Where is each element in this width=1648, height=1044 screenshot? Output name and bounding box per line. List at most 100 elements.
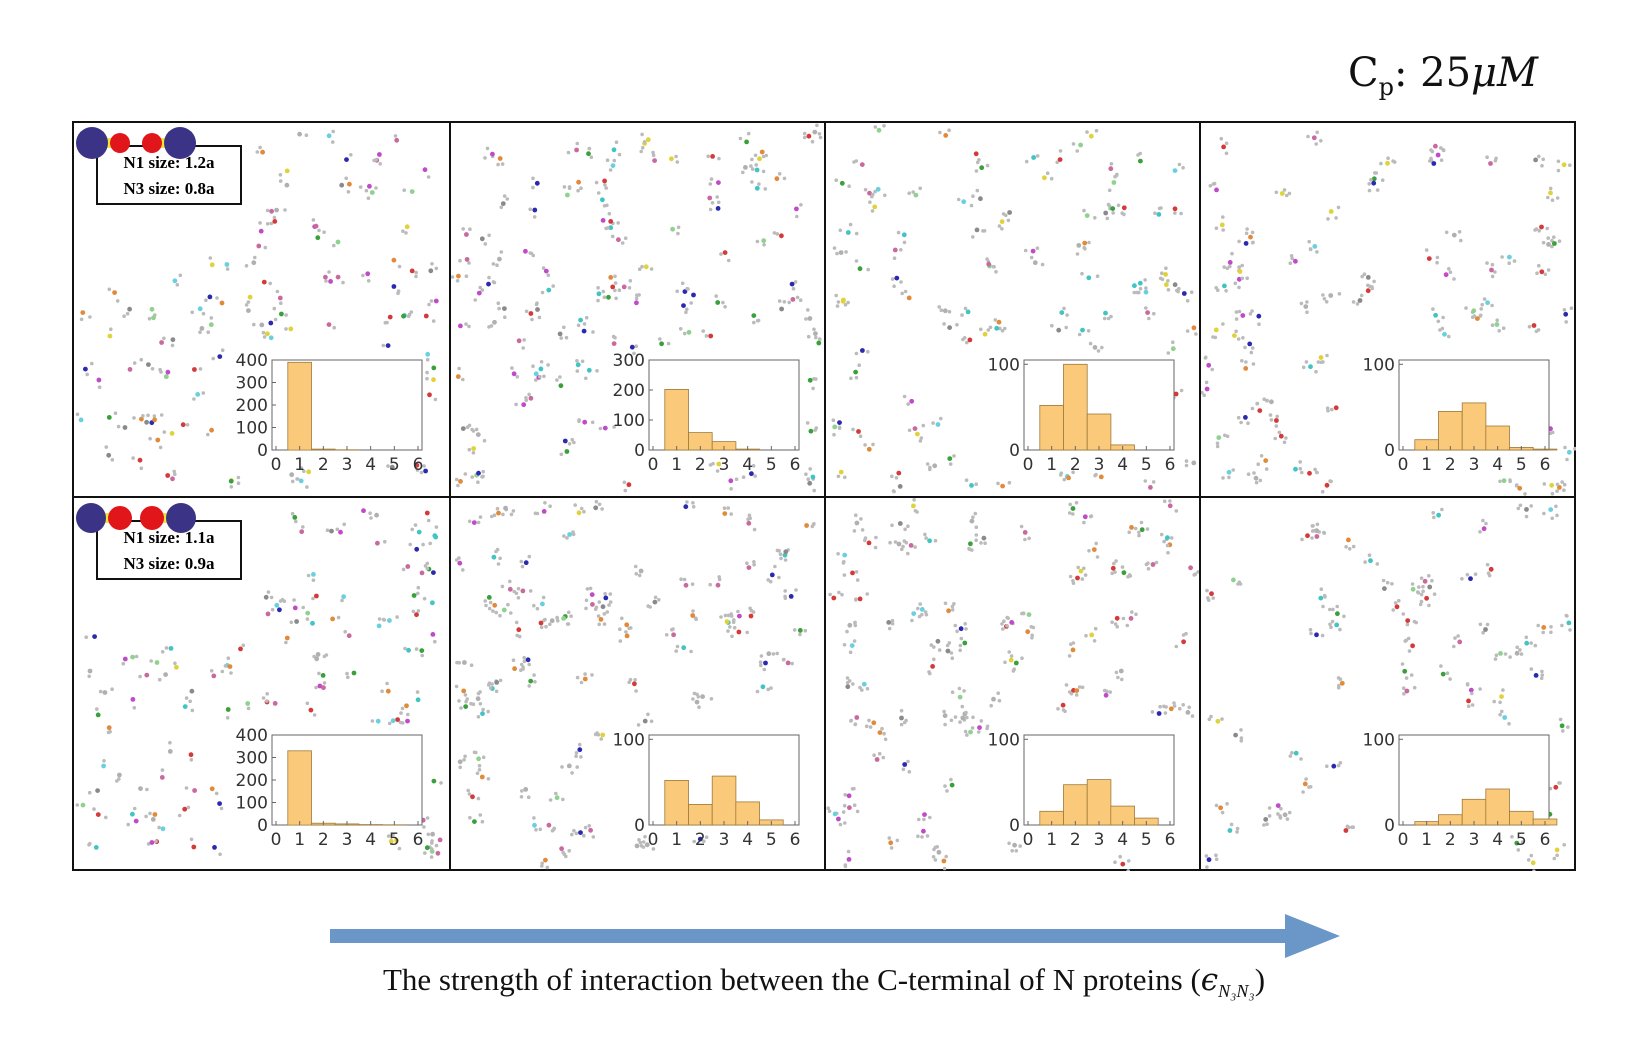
histogram-bar-1 xyxy=(287,361,312,451)
x-tick-label: 5 xyxy=(766,830,777,850)
histogram-bar-2 xyxy=(1063,784,1088,826)
simulation-panel-r2-c2: 0 100 0 1 2 3 4 5 6 xyxy=(449,496,824,870)
x-tick-label: 2 xyxy=(1445,455,1456,475)
y-tick-label: 100 xyxy=(613,411,645,431)
x-tick-label: 6 xyxy=(1165,455,1176,475)
histogram-bar-1 xyxy=(1039,404,1064,451)
arrow-shaft xyxy=(330,929,1290,943)
x-tick-label: 6 xyxy=(413,830,424,850)
x-tick-label: 2 xyxy=(318,455,329,475)
x-tick-label: 4 xyxy=(365,830,376,850)
x-tick-label: 5 xyxy=(1516,455,1527,475)
x-tick-label: 2 xyxy=(318,830,329,850)
x-tick-label: 6 xyxy=(413,455,424,475)
particle-cloud xyxy=(451,123,826,493)
x-tick-label: 3 xyxy=(342,455,353,475)
x-tick-label: 6 xyxy=(1540,455,1551,475)
x-tick-label: 5 xyxy=(1141,830,1152,850)
x-tick-label: 0 xyxy=(1023,455,1034,475)
x-tick-label: 0 xyxy=(271,830,282,850)
size-legend-box: N1 size: 1.1a N3 size: 0.9a xyxy=(96,520,242,580)
particle-cloud xyxy=(826,498,1200,871)
x-tick-label: 3 xyxy=(1469,830,1480,850)
x-tick-label: 5 xyxy=(766,455,777,475)
x-tick-label: 2 xyxy=(1070,830,1081,850)
y-tick-label: 0 xyxy=(1009,441,1020,461)
x-tick-label: 2 xyxy=(695,455,706,475)
histogram-bar-4 xyxy=(1485,788,1510,826)
y-tick-label: 100 xyxy=(988,730,1020,750)
protein-dimer-model xyxy=(76,503,196,533)
x-tick-label: 6 xyxy=(790,455,801,475)
y-tick-label: 0 xyxy=(634,441,645,461)
y-tick-label: 300 xyxy=(613,351,645,371)
y-tick-label: 0 xyxy=(1384,441,1395,461)
particle-cloud xyxy=(454,499,816,870)
x-tick-label: 0 xyxy=(648,830,659,850)
y-tick-label: 0 xyxy=(257,441,268,461)
histogram-bar-3 xyxy=(1086,413,1112,451)
x-tick-label: 2 xyxy=(695,830,706,850)
y-tick-label: 200 xyxy=(236,771,268,791)
simulation-panel-r2-c1: 0 100 200 300 400 0 1 2 3 4 5 6 N1 size: 1.1a N3 size… xyxy=(74,496,449,869)
x-tick-label: 4 xyxy=(1492,830,1503,850)
x-tick-label: 4 xyxy=(742,830,753,850)
x-tick-label: 4 xyxy=(1117,455,1128,475)
histogram-bar-2 xyxy=(1063,363,1088,451)
concentration-title: Cp: 25μM xyxy=(1347,50,1538,101)
x-tick-label: 5 xyxy=(1516,830,1527,850)
y-tick-label: 300 xyxy=(236,749,268,769)
simulation-panel-r1-c2: 0 100 200 300 0 1 2 3 4 5 6 xyxy=(449,123,826,496)
n3-size-label: N3 size: 0.9a xyxy=(123,554,215,573)
x-tick-label: 0 xyxy=(1398,455,1409,475)
x-tick-label: 2 xyxy=(1445,830,1456,850)
y-tick-label: 400 xyxy=(236,351,268,371)
x-tick-label: 3 xyxy=(719,830,730,850)
particle-cloud xyxy=(831,124,1198,494)
x-tick-label: 6 xyxy=(1165,830,1176,850)
x-tick-label: 1 xyxy=(1046,830,1057,850)
x-axis-caption: The strength of interaction between the … xyxy=(382,962,1266,1002)
n1-size-label: N1 size: 1.2a xyxy=(123,153,215,172)
x-tick-label: 3 xyxy=(1469,455,1480,475)
y-tick-label: 0 xyxy=(634,816,645,836)
x-tick-label: 0 xyxy=(271,455,282,475)
y-tick-label: 100 xyxy=(236,794,268,814)
arrow-head xyxy=(1285,914,1340,958)
simulation-panel-r1-c3: 0 100 0 1 2 3 4 5 6 xyxy=(824,123,1199,496)
particle-cloud xyxy=(1204,503,1572,871)
x-tick-label: 4 xyxy=(1117,830,1128,850)
x-tick-label: 6 xyxy=(1540,830,1551,850)
x-tick-label: 0 xyxy=(1023,830,1034,850)
simulation-panel-r1-c4: 0 100 0 1 2 3 4 5 6 xyxy=(1199,123,1576,496)
n1-size-label: N1 size: 1.1a xyxy=(123,528,215,547)
x-tick-label: 5 xyxy=(1141,455,1152,475)
x-tick-label: 3 xyxy=(342,830,353,850)
x-tick-label: 0 xyxy=(1398,830,1409,850)
x-tick-label: 3 xyxy=(719,455,730,475)
y-tick-label: 0 xyxy=(257,816,268,836)
histogram-bar-3 xyxy=(1086,779,1112,826)
particle-cloud xyxy=(75,508,443,859)
x-tick-label: 0 xyxy=(648,455,659,475)
histogram-bar-1 xyxy=(287,750,312,826)
particle-cloud xyxy=(75,129,439,489)
x-tick-label: 1 xyxy=(294,830,305,850)
size-legend-box: N1 size: 1.2a N3 size: 0.8a xyxy=(96,145,242,205)
y-tick-label: 400 xyxy=(236,726,268,746)
x-tick-label: 1 xyxy=(671,830,682,850)
x-tick-label: 1 xyxy=(1046,455,1057,475)
y-tick-label: 100 xyxy=(1363,355,1395,375)
simulation-panel-r1-c1: 0 100 200 300 400 0 1 2 3 4 5 6 N1 size: 1.2a N3 size… xyxy=(74,123,449,496)
x-tick-label: 4 xyxy=(742,455,753,475)
